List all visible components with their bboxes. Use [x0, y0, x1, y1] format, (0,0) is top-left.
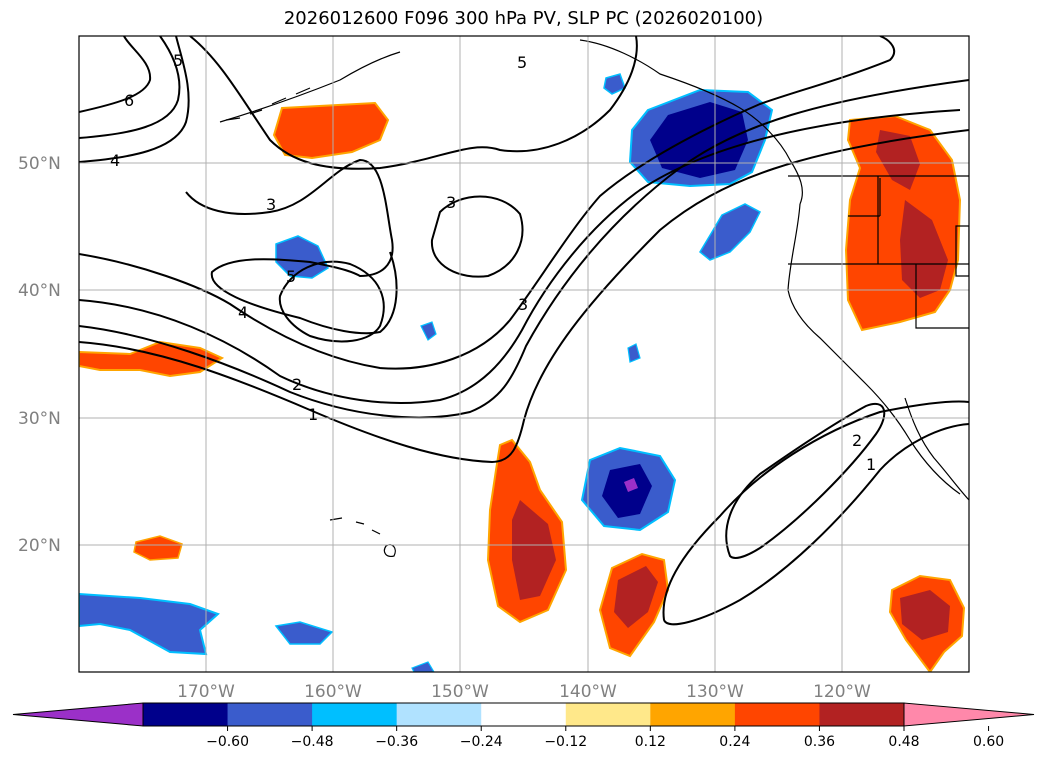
contour-label: 5	[286, 267, 296, 286]
contour-label: 5	[173, 51, 183, 70]
map-border	[78, 35, 970, 673]
lat-label-20n: 20°N	[18, 536, 61, 556]
alaska-coastline	[219, 39, 803, 205]
contour-label: 6	[124, 91, 134, 110]
lat-label-50n: 50°N	[18, 154, 61, 174]
longitude-labels: 170°W 160°W 150°W 140°W 130°W 120°W	[177, 682, 871, 702]
colorbar-segment	[312, 703, 398, 726]
contour-line	[79, 109, 961, 404]
lon-label-170w: 170°W	[177, 682, 235, 702]
north-america-coastline	[787, 203, 969, 501]
coastlines	[219, 39, 969, 557]
contour-line	[79, 36, 896, 370]
colorbar-extend-min	[12, 702, 144, 727]
negative-anomaly-region	[627, 343, 641, 363]
colorbar-border	[142, 702, 905, 727]
strong-positive-anomaly-region	[614, 566, 658, 628]
negative-anomaly-region	[603, 73, 626, 95]
colorbar-extend-max	[903, 702, 1035, 727]
colorbar-segment	[143, 703, 229, 726]
contour-labels: 5 6 4 5 3 3 5 4 3 2 1 2 1	[110, 51, 876, 474]
colorbar-segment	[396, 703, 482, 726]
colorbar-tick-label: −0.24	[460, 734, 503, 750]
colorbar-ticks: −0.60 −0.48 −0.36 −0.24 −0.12 0.12 0.24 0.36 0.4…	[206, 726, 1004, 750]
negative-anomaly-region	[411, 661, 435, 672]
contour-label: 1	[308, 405, 318, 424]
strong-positive-anomaly-region	[900, 590, 950, 640]
colorbar-segment	[227, 703, 313, 726]
colorbar-tick-label: 0.24	[719, 734, 750, 750]
lat-label-30n: 30°N	[18, 409, 61, 429]
extreme-negative-anomaly-region	[624, 478, 638, 492]
contour-line	[662, 400, 969, 626]
colorbar-segments	[12, 702, 1035, 727]
positive-anomaly-region	[272, 101, 390, 160]
lon-label-130w: 130°W	[686, 682, 744, 702]
graticule	[79, 36, 969, 672]
colorbar-tick-label: 0.12	[635, 734, 666, 750]
latitude-labels: 50°N 40°N 30°N 20°N	[18, 154, 61, 556]
slp-contours	[79, 36, 969, 626]
lon-label-120w: 120°W	[813, 682, 871, 702]
lon-label-150w: 150°W	[431, 682, 489, 702]
colorbar: −0.60 −0.48 −0.36 −0.24 −0.12 0.12 0.24 0.36 0.4…	[12, 702, 1035, 750]
hawaii-islands	[329, 517, 396, 557]
negative-anomaly-region	[420, 321, 437, 341]
contour-line	[278, 260, 385, 343]
colorbar-segment	[565, 703, 651, 726]
contour-label: 5	[517, 53, 527, 72]
contour-line	[79, 36, 181, 139]
contour-line	[79, 36, 152, 113]
negative-anomaly-region	[275, 235, 329, 279]
aleutian-islands	[225, 87, 311, 121]
contour-line	[725, 403, 886, 559]
contour-line	[79, 36, 190, 163]
contour-label: 2	[292, 375, 302, 394]
colorbar-tick-label: 0.48	[888, 734, 919, 750]
us-state-borders	[788, 175, 969, 329]
contour-label: 2	[852, 431, 862, 450]
positive-anomaly-region	[133, 535, 183, 561]
contour-line	[185, 158, 398, 335]
contour-label: 4	[110, 151, 120, 170]
strong-negative-anomaly-region	[602, 464, 652, 518]
contour-label: 1	[866, 455, 876, 474]
contour-label: 3	[266, 195, 276, 214]
contour-label: 4	[238, 303, 248, 322]
colorbar-tick-label: −0.36	[375, 734, 418, 750]
colorbar-tick-label: −0.60	[206, 734, 249, 750]
contour-label: 3	[446, 193, 456, 212]
colorbar-segment	[481, 703, 567, 726]
strong-positive-anomaly-region	[512, 500, 556, 600]
strong-positive-anomaly-region	[900, 200, 948, 298]
strong-positive-anomaly-region	[876, 130, 920, 190]
contour-line	[189, 36, 638, 170]
colorbar-segment	[734, 703, 820, 726]
colorbar-tick-label: −0.48	[291, 734, 334, 750]
colorbar-segment	[819, 703, 905, 726]
colorbar-tick-label: 0.36	[804, 734, 835, 750]
lon-label-160w: 160°W	[304, 682, 362, 702]
contour-line	[79, 129, 969, 464]
anomaly-shading	[79, 73, 966, 672]
contour-line	[79, 79, 969, 419]
colorbar-tick-label: 0.60	[973, 734, 1004, 750]
colorbar-segment	[650, 703, 736, 726]
colorbar-tick-label: −0.12	[544, 734, 587, 750]
lon-label-140w: 140°W	[559, 682, 617, 702]
lat-label-40n: 40°N	[18, 281, 61, 301]
negative-anomaly-region	[274, 621, 334, 645]
contour-label: 3	[518, 295, 528, 314]
map-title: 2026012600 F096 300 hPa PV, SLP PC (2026…	[283, 8, 764, 29]
contour-line	[430, 195, 524, 278]
